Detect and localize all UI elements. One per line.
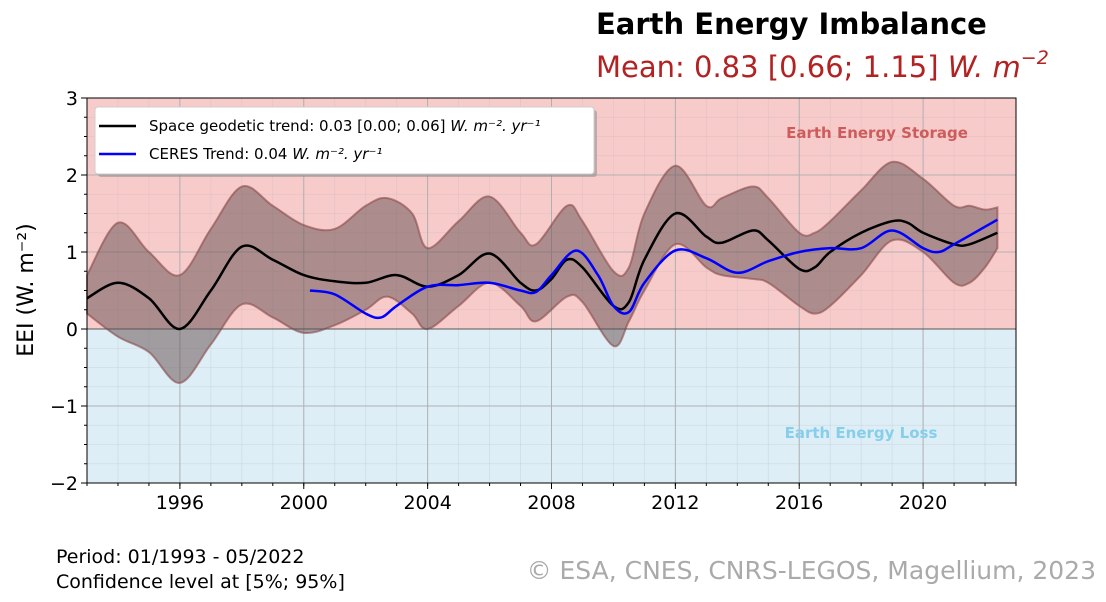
y-tick-label: −2: [50, 473, 78, 495]
copyright-text: © ESA, CNES, CNRS-LEGOS, Magellium, 2023: [527, 556, 1096, 585]
x-tick-label: 2012: [651, 492, 699, 514]
chart-subtitle: Mean: 0.83 [0.66; 1.15] W. m−2: [596, 47, 1049, 84]
storage-label: Earth Energy Storage: [786, 124, 968, 142]
y-axis-label: EEI (W. m⁻²): [14, 223, 39, 357]
x-tick-label: 2020: [899, 492, 947, 514]
ceres-series-line: [309, 218, 999, 320]
y-tick-label: 1: [66, 242, 78, 264]
x-tick-label: 2004: [403, 492, 451, 514]
y-tick-label: 0: [66, 319, 78, 341]
period-text: Period: 01/1993 - 05/2022: [56, 546, 304, 568]
confidence-text: Confidence level at [5%; 95%]: [56, 571, 345, 593]
geodetic-legend-label: Space geodetic trend: 0.03 [0.00; 0.06] …: [149, 117, 540, 135]
x-tick-label: 2016: [775, 492, 823, 514]
legend-box: [94, 106, 595, 175]
geodetic-series-line: [86, 211, 998, 331]
y-tick-label: 2: [66, 165, 78, 187]
plot-area: Earth Energy Storage Earth Energy Loss 199…: [50, 88, 1017, 514]
x-tick-label: 2000: [280, 492, 328, 514]
loss-label: Earth Energy Loss: [785, 424, 938, 442]
legend: Space geodetic trend: 0.03 [0.00; 0.06] …: [94, 106, 597, 177]
y-tick-label: −1: [50, 396, 78, 418]
ceres-legend-label: CERES Trend: 0.04 W. m⁻². yr⁻¹: [149, 145, 382, 163]
y-tick-label: 3: [66, 88, 78, 110]
chart-title: Earth Energy Imbalance: [596, 7, 987, 41]
x-tick-label: 1996: [156, 492, 204, 514]
x-tick-label: 2008: [527, 492, 575, 514]
